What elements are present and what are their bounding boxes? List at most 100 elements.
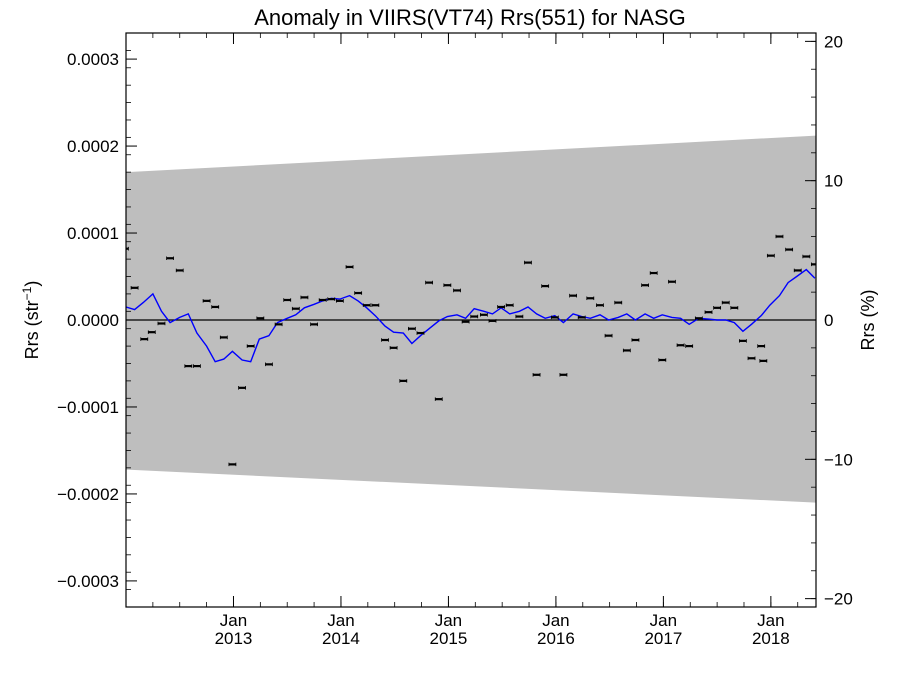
anomaly-point xyxy=(184,364,193,368)
x-tick-year-label: 2017 xyxy=(644,629,682,648)
anomaly-point xyxy=(479,312,488,317)
anomaly-point xyxy=(434,397,443,401)
left-tick-label: 0.0002 xyxy=(67,137,119,156)
x-tick-month-label: Jan xyxy=(327,611,354,630)
anomaly-point xyxy=(283,298,292,302)
x-tick-year-label: 2018 xyxy=(752,629,790,648)
anomaly-point xyxy=(443,283,452,288)
right-tick-label: −10 xyxy=(824,450,853,469)
anomaly-point xyxy=(193,364,201,368)
anomaly-point xyxy=(399,379,408,383)
left-axis-title-sup: −1 xyxy=(20,286,34,300)
anomaly-point xyxy=(793,268,802,273)
anomaly-point xyxy=(739,339,747,343)
anomaly-point xyxy=(704,310,713,314)
x-tick-month-label: Jan xyxy=(650,611,677,630)
anomaly-point xyxy=(389,346,398,350)
right-tick-label: 20 xyxy=(824,32,843,51)
anomaly-point xyxy=(676,343,685,348)
anomaly-point xyxy=(335,299,344,303)
anomaly-point xyxy=(175,268,184,273)
x-tick-month-label: Jan xyxy=(435,611,462,630)
x-tick-year-label: 2014 xyxy=(322,629,360,648)
anomaly-point xyxy=(747,356,756,361)
left-axis-title-tail: ) xyxy=(22,281,42,287)
anomaly-point xyxy=(757,344,766,348)
anomaly-point xyxy=(604,333,613,338)
anomaly-point xyxy=(775,234,784,239)
anomaly-point xyxy=(694,316,703,321)
anomaly-point xyxy=(541,284,550,288)
right-tick-label: 0 xyxy=(824,311,833,330)
anomaly-point xyxy=(327,297,336,301)
anomaly-point xyxy=(497,305,505,309)
left-tick-label: 0.0000 xyxy=(67,311,119,330)
anomaly-point xyxy=(461,319,470,324)
x-tick-month-label: Jan xyxy=(542,611,569,630)
anomaly-point xyxy=(126,246,129,251)
anomaly-point xyxy=(453,288,461,293)
anomaly-point xyxy=(488,319,497,323)
anomaly-point xyxy=(130,286,139,290)
anomaly-point xyxy=(140,337,149,341)
right-tick-label: 10 xyxy=(824,172,843,191)
anomaly-point xyxy=(470,314,479,319)
left-tick-label: 0.0003 xyxy=(67,50,119,69)
anomaly-point xyxy=(147,330,156,334)
x-tick-month-label: Jan xyxy=(220,611,247,630)
anomaly-point xyxy=(310,322,318,327)
anomaly-point xyxy=(614,300,623,305)
x-tick-month-label: Jan xyxy=(757,611,784,630)
anomaly-point xyxy=(658,358,667,362)
plot-inner xyxy=(126,135,816,503)
anomaly-point xyxy=(211,305,220,309)
svg-text:Rrs (str−1): Rrs (str−1) xyxy=(20,281,42,360)
left-tick-label: −0.0002 xyxy=(57,485,119,504)
anomaly-point xyxy=(345,265,354,269)
left-axis-title: Rrs (str−1) xyxy=(20,281,42,360)
anomaly-point xyxy=(166,256,174,261)
anomaly-point xyxy=(766,253,775,258)
anomaly-point xyxy=(256,316,265,321)
anomaly-point xyxy=(524,260,532,265)
anomaly-point xyxy=(371,303,380,308)
anomaly-point xyxy=(416,331,425,335)
anomaly-point xyxy=(515,314,524,319)
anomaly-point xyxy=(586,296,595,301)
anomaly-point xyxy=(759,359,768,363)
anomaly-point xyxy=(219,335,228,340)
anomaly-point xyxy=(505,303,514,308)
anomaly-point xyxy=(354,291,363,295)
anomaly-point xyxy=(532,372,541,377)
chart-title: Anomaly in VIIRS(VT74) Rrs(551) for NASG xyxy=(254,5,686,30)
left-tick-label: −0.0003 xyxy=(57,572,119,591)
anomaly-point xyxy=(569,293,578,298)
anomaly-point xyxy=(202,299,211,303)
left-tick-label: −0.0001 xyxy=(57,398,119,417)
right-tick-label: −20 xyxy=(824,590,853,609)
left-axis-title-main: Rrs (str xyxy=(22,300,42,359)
anomaly-point xyxy=(685,344,694,348)
uncertainty-band xyxy=(126,135,816,503)
anomaly-point xyxy=(559,372,568,377)
anomaly-point xyxy=(246,344,255,348)
x-tick-year-label: 2013 xyxy=(215,629,253,648)
anomaly-point xyxy=(228,462,237,467)
anomaly-point xyxy=(596,303,604,308)
anomaly-point xyxy=(622,348,631,353)
plot-area xyxy=(126,135,816,503)
anomaly-point xyxy=(425,280,433,285)
anomaly-point xyxy=(730,306,739,310)
anomaly-point xyxy=(318,298,327,302)
anomaly-point xyxy=(407,326,416,331)
anomaly-point xyxy=(300,295,309,300)
anomaly-point xyxy=(291,306,300,311)
anomaly-point xyxy=(713,306,722,310)
anomaly-point xyxy=(274,322,283,327)
axes: 0.0003 0.0002 0.0001 0.0000 −0.0001 −0.0002 −0… xyxy=(57,32,853,648)
anomaly-point xyxy=(157,321,166,326)
anomaly-point xyxy=(721,300,730,305)
anomaly-point xyxy=(362,303,371,308)
anomaly-point xyxy=(649,271,658,275)
